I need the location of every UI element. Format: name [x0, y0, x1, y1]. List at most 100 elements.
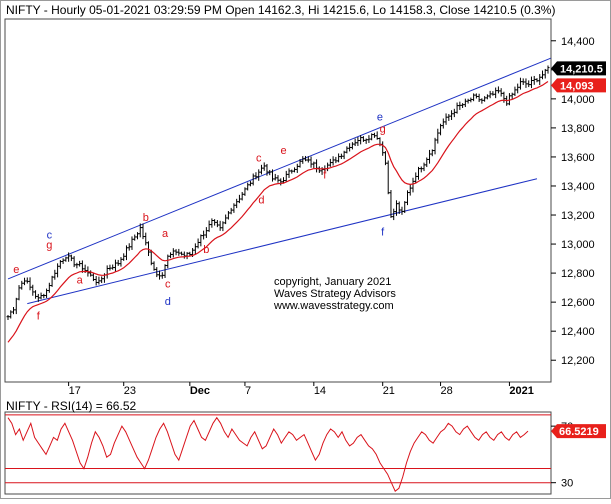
- ohlc-bar: [450, 110, 454, 120]
- ohlc-bar: [389, 190, 393, 218]
- ohlc-bar: [169, 252, 173, 259]
- price-y-tick-label: 12,400: [561, 326, 595, 338]
- price-x-tick-label: 7: [245, 385, 251, 397]
- trendlines: [7, 57, 551, 305]
- ohlc-bar: [408, 184, 412, 196]
- ohlc-bar: [193, 243, 197, 255]
- ohlc-bar: [441, 118, 445, 129]
- ohlc-bar: [483, 96, 487, 102]
- ohlc-bar: [47, 282, 51, 293]
- ohlc-bar: [116, 259, 120, 266]
- wave-label: c: [256, 152, 262, 164]
- ohlc-bar: [350, 142, 354, 150]
- ohlc-bar: [496, 86, 500, 94]
- annotation-line-2: Waves Strategy Advisors: [274, 288, 396, 300]
- price-plot-frame: [4, 18, 552, 383]
- ohlc-bar: [34, 290, 38, 299]
- ohlc-bar: [540, 70, 544, 80]
- ohlc-bar: [45, 288, 49, 298]
- lower-trendline: [27, 178, 538, 305]
- ohlc-bar: [9, 310, 13, 319]
- ohlc-bar: [345, 146, 349, 154]
- rsi-line: [7, 416, 529, 492]
- ohlc-bar: [111, 264, 115, 270]
- ohlc-bar: [309, 156, 313, 168]
- ohlc-bar: [58, 260, 62, 269]
- ohlc-bar: [447, 114, 451, 121]
- price-y-tick-label: 13,400: [561, 181, 595, 193]
- ohlc-bar: [133, 234, 137, 241]
- ohlc-bar: [370, 133, 374, 141]
- rsi-value-tag: 66.5219: [551, 424, 606, 439]
- ohlc-bar: [461, 103, 465, 108]
- ohlc-bar: [364, 138, 368, 144]
- ohlc-bar: [207, 220, 211, 232]
- ohlc-bar: [113, 259, 117, 272]
- rsi-tag-background: [551, 424, 606, 439]
- moving-average-group: [7, 81, 549, 343]
- ohlc-bar: [64, 256, 68, 262]
- ohlc-bar: [444, 113, 448, 125]
- ohlc-bar: [56, 263, 60, 278]
- ohlc-bar: [455, 102, 459, 114]
- ohlc-bar: [259, 164, 263, 175]
- ohlc-bar: [127, 243, 131, 251]
- ohlc-bar: [491, 91, 495, 96]
- ohlc-bar: [50, 275, 54, 287]
- ohlc-bar: [163, 264, 167, 278]
- ohlc-bar: [518, 77, 522, 90]
- wave-label: d: [165, 296, 171, 308]
- wave-label: e: [13, 264, 19, 276]
- ohlc-bar: [94, 276, 98, 286]
- price-y-tick-label: 14,000: [561, 94, 595, 106]
- ohlc-bar: [337, 153, 341, 163]
- ohlc-bar: [188, 251, 192, 256]
- ohlc-bar: [257, 169, 261, 181]
- ohlc-bar: [248, 181, 252, 187]
- ohlc-bar: [273, 173, 277, 181]
- ohlc-bar: [463, 98, 467, 108]
- ohlc-bar: [397, 201, 401, 214]
- price-x-tick-label: 21: [383, 385, 395, 397]
- ohlc-bar: [243, 187, 247, 196]
- ohlc-bar: [510, 92, 514, 99]
- ohlc-bar: [196, 238, 200, 249]
- ohlc-bar: [213, 219, 217, 226]
- ohlc-bar: [436, 128, 440, 144]
- rsi-chart-title: NIFTY - RSI(14) = 66.52: [6, 399, 136, 413]
- ohlc-bar: [80, 260, 84, 273]
- ohlc-bar: [298, 159, 302, 168]
- ohlc-bar: [177, 248, 181, 256]
- ohlc-bar: [232, 203, 236, 213]
- ohlc-bar: [75, 262, 79, 269]
- ohlc-bar: [180, 251, 184, 256]
- wave-label: f: [323, 170, 327, 182]
- ohlc-bar: [100, 276, 104, 284]
- ohlc-bar: [527, 80, 531, 88]
- ohlc-bar: [224, 214, 228, 225]
- ohlc-bar: [69, 254, 73, 262]
- ohlc-bar: [502, 91, 506, 103]
- ohlc-bar: [293, 167, 297, 173]
- ohlc-bar: [417, 166, 421, 180]
- ohlc-bar: [97, 276, 101, 285]
- ohlc-bar: [53, 269, 57, 280]
- ohlc-bar: [72, 256, 76, 268]
- ohlc-bar: [367, 135, 371, 143]
- wave-label: c: [165, 279, 171, 291]
- price-x-tick-label: 23: [124, 385, 136, 397]
- ohlc-bar: [403, 201, 407, 214]
- annotation-line-1: copyright, January 2021: [274, 276, 391, 288]
- wave-label: a: [77, 274, 84, 286]
- upper-trendline: [7, 57, 551, 280]
- ohlc-bar: [36, 293, 40, 302]
- moving-average-line: [7, 81, 549, 343]
- wave-label: b: [143, 212, 149, 224]
- wave-label: c: [47, 229, 53, 241]
- ohlc-bar: [254, 172, 258, 180]
- ohlc-bar: [221, 221, 225, 232]
- ohlc-bar: [276, 175, 280, 183]
- ohlc-bar: [12, 306, 16, 315]
